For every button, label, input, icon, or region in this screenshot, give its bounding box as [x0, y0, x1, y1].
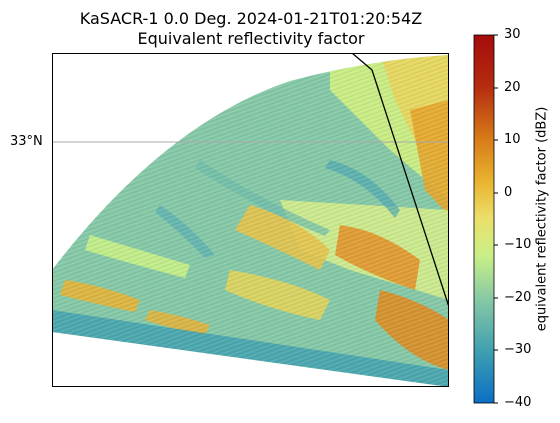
colorbar-tick-label: 30: [504, 27, 521, 42]
colorbar-label: equivalent reflectivity factor (dBZ): [534, 106, 550, 332]
map-subtitle: Equivalent reflectivity factor: [137, 29, 365, 48]
colorbar-tick-label: 10: [504, 132, 521, 147]
latitude-label: 33°N: [10, 134, 43, 149]
boundary-line: [351, 53, 449, 308]
colorbar-tick-label: −10: [504, 237, 532, 252]
colorbar: [473, 34, 495, 404]
colorbar-tick-label: −40: [504, 395, 532, 410]
radar-sweep: [52, 55, 449, 387]
colorbar-ticks: [494, 34, 498, 404]
colorbar-tick-label: −20: [504, 290, 532, 305]
colorbar-tick-label: 20: [504, 80, 521, 95]
map-title: KaSACR-1 0.0 Deg. 2024-01-21T01:20:54Z: [79, 9, 423, 28]
colorbar-tick-label: −30: [504, 342, 532, 357]
axes-frame: [52, 53, 449, 387]
colorbar-tick-label: 0: [504, 185, 513, 200]
